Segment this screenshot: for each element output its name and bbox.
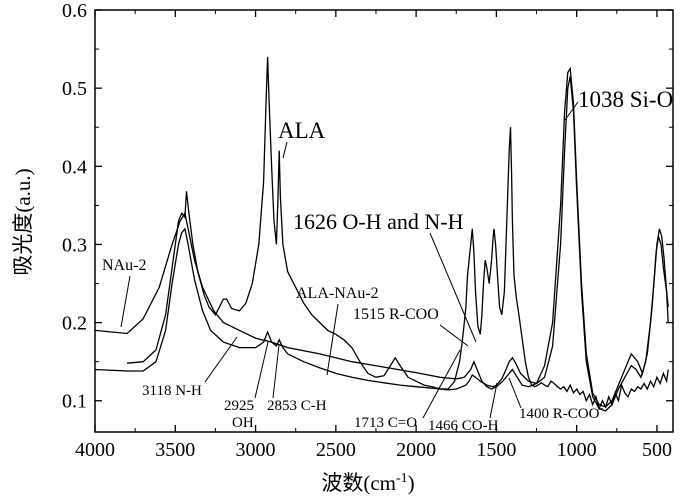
annotation-leader-9 <box>272 344 280 399</box>
x-tick-label-5: 1500 <box>476 439 516 461</box>
annotation-label-8: OH <box>232 415 254 431</box>
x-tick-label-7: 500 <box>642 439 672 461</box>
annotation-leader-4 <box>326 303 339 376</box>
annotation-leader-1 <box>564 101 579 121</box>
annotation-leader-2 <box>429 232 477 343</box>
annotation-label-10: 1713 C=O <box>354 415 417 431</box>
series-line-ala <box>127 56 669 411</box>
annotation-leader-5 <box>439 324 469 347</box>
annotation-label-3: NAu-2 <box>102 257 146 274</box>
y-tick-label-1: 0.2 <box>62 313 87 335</box>
x-tick-label-2: 3000 <box>236 439 276 461</box>
x-tick-label-6: 1000 <box>557 439 597 461</box>
series-line-ala-nau-2 <box>95 76 669 412</box>
annotation-leader-11 <box>489 382 498 419</box>
y-tick-label-0: 0.1 <box>62 391 87 413</box>
series-line-nau-2 <box>95 66 669 408</box>
annotation-leader-7 <box>254 341 269 399</box>
y-tick-label-2: 0.3 <box>62 234 87 256</box>
series-layer <box>95 56 669 412</box>
x-tick-label-1: 3500 <box>155 439 195 461</box>
y-tick-label-4: 0.5 <box>62 78 87 100</box>
plot-frame <box>94 9 674 433</box>
annotation-label-2: 1626 O-H and N-H <box>293 209 464 234</box>
axes-layer: 4000 3500 3000 2500 2000 1500 1000 500 0.1 0.2 0.3… <box>62 0 674 461</box>
annotation-label-6: 3118 N-H <box>142 383 202 399</box>
y-tick-label-3: 0.4 <box>62 156 87 178</box>
annotation-leader-12 <box>508 377 522 409</box>
x-tick-label-4: 2000 <box>396 439 436 461</box>
x-tick-label-0: 4000 <box>75 439 115 461</box>
annotation-label-11: 1466 CO-H <box>428 418 499 434</box>
annotation-label-12: 1400 R-COO- <box>519 402 603 422</box>
annotation-leader-3 <box>120 275 131 328</box>
annotation-label-9: 2853 C-H <box>267 398 327 414</box>
annotation-leader-0 <box>282 141 288 159</box>
annotation-leader-6 <box>204 336 238 383</box>
y-tick-label-5: 0.6 <box>62 0 87 22</box>
annotation-label-1: 1038 Si-O <box>578 87 673 112</box>
annotation-label-0: ALA <box>278 118 326 143</box>
annotation-label-4: ALA-NAu-2 <box>296 285 379 302</box>
annotation-label-5: 1515 R-COO <box>353 306 439 323</box>
y-axis-title: 吸光度(a.u.) <box>11 168 35 275</box>
x-tick-label-3: 2500 <box>316 439 356 461</box>
annotation-label-7: 2925 <box>224 398 254 414</box>
annotation-layer: ALA 1038 Si-O 1626 O-H and N-H NAu-2 ALA-NAu… <box>102 87 673 434</box>
annotation-leader-10 <box>422 349 461 419</box>
x-axis-title: 波数(cm-1) <box>321 471 414 495</box>
